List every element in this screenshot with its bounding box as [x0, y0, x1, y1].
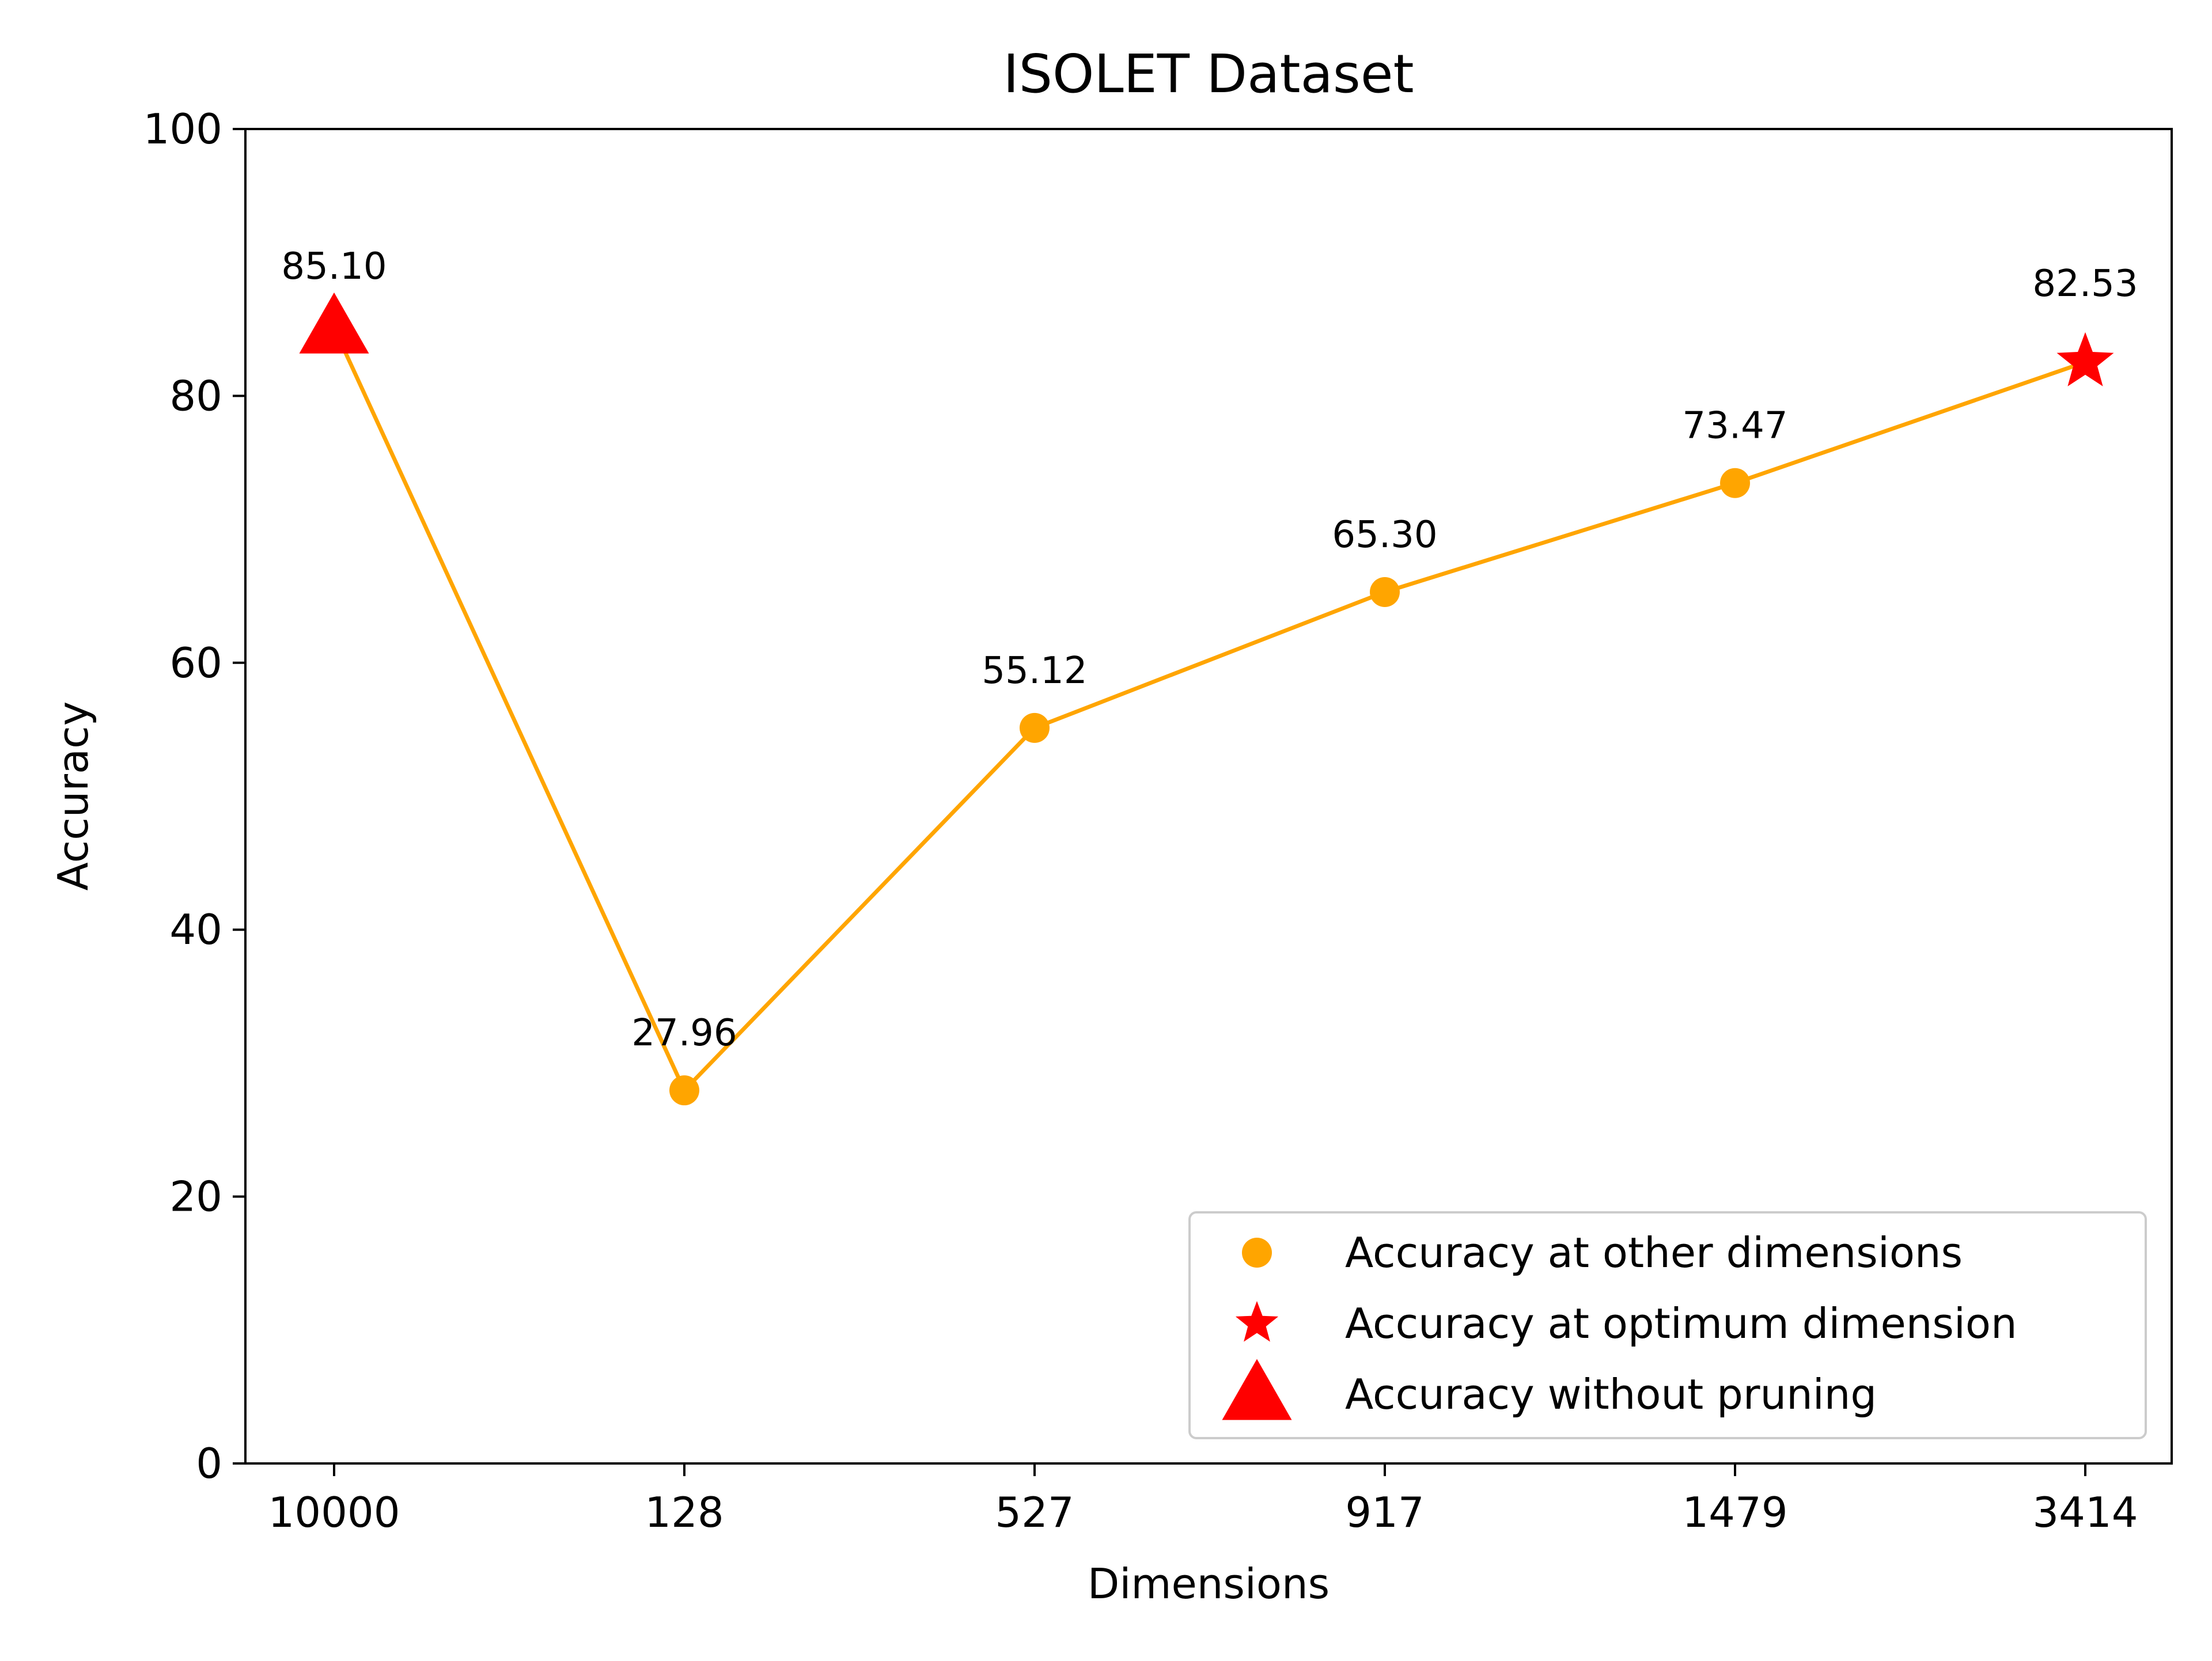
data-point-other — [1020, 712, 1050, 743]
y-tick-label: 100 — [143, 105, 222, 153]
x-tick-label: 3414 — [2032, 1488, 2138, 1537]
legend: Accuracy at other dimensions Accuracy at … — [1188, 1211, 2147, 1439]
data-point-other — [669, 1075, 699, 1106]
x-tick-label: 128 — [645, 1488, 724, 1537]
y-axis-label: Accuracy — [49, 701, 97, 891]
x-tick-label: 527 — [995, 1488, 1074, 1537]
data-point-optimum — [2056, 332, 2114, 386]
data-label: 82.53 — [2032, 263, 2138, 305]
data-label: 73.47 — [1682, 405, 1787, 448]
data-point-other — [1370, 577, 1400, 607]
y-tick-label: 80 — [169, 371, 222, 420]
data-label: 65.30 — [1332, 514, 1437, 556]
series-line — [332, 327, 2086, 1093]
data-point-no-pruning — [299, 292, 369, 354]
legend-marker-triangle — [1222, 1359, 1292, 1420]
legend-label: Accuracy at optimum dimension — [1345, 1299, 2017, 1348]
y-tick-label: 0 — [196, 1439, 222, 1488]
data-point-other — [1720, 468, 1750, 498]
x-tick-label: 917 — [1345, 1488, 1424, 1537]
x-tick-label: 1479 — [1682, 1488, 1787, 1537]
y-tick-label: 20 — [169, 1173, 222, 1221]
plot-frame — [244, 128, 2173, 1465]
data-label: 85.10 — [281, 245, 387, 288]
x-axis-label: Dimensions — [1088, 1560, 1330, 1608]
legend-marker-circle — [1242, 1238, 1272, 1268]
plot-layer: 0 20 40 60 80 100 10000 128 527 917 1479 3414 85.10 2… — [143, 105, 2173, 1537]
legend-box — [1188, 1211, 2147, 1439]
x-tick-label: 10000 — [268, 1488, 400, 1537]
chart-title: ISOLET Dataset — [1003, 43, 1414, 105]
y-tick-label: 60 — [169, 639, 222, 687]
data-label: 55.12 — [982, 650, 1087, 692]
legend-label: Accuracy without pruning — [1345, 1370, 1877, 1419]
data-label: 27.96 — [631, 1012, 737, 1055]
y-tick-label: 40 — [169, 905, 222, 954]
legend-label: Accuracy at other dimensions — [1345, 1228, 1963, 1277]
legend-marker-star — [1235, 1301, 1279, 1342]
